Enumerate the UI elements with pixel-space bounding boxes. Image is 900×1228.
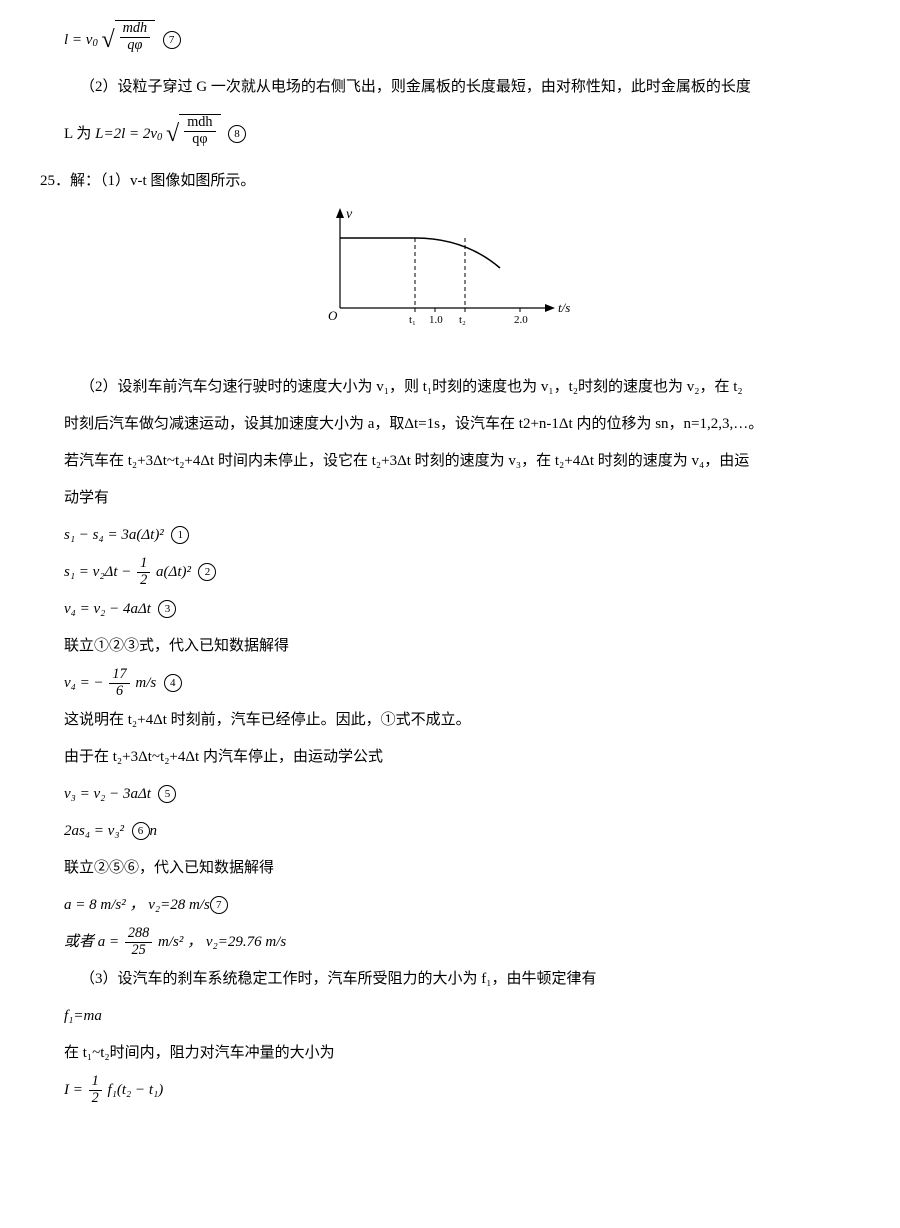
vt-chart: v t/s Ot₁ 1.0 t₂ 2.0	[40, 208, 860, 351]
eq5-text: v₃ = v₂ − 3aΔt	[64, 786, 151, 802]
paragraph-4: （3）设汽车的刹车系统稳定工作时，汽车所受阻力的大小为 f₁，由牛顿定律有	[40, 963, 860, 996]
paragraph-2a: （2）设粒子穿过 G 一次就从电场的右侧飞出，则金属板的长度最短，由对称性知，此…	[40, 71, 860, 104]
eq6-extra: n	[150, 823, 158, 839]
svg-text:t₁: t₁	[409, 314, 416, 326]
res2-mid: m/s² ， v₂=29.76 m/s	[158, 934, 286, 950]
circle-5: 5	[158, 785, 176, 803]
circle-7: 7	[163, 31, 181, 49]
eq2-prefix: s₁ = v₂Δt −	[64, 564, 131, 580]
equation-7: l = v0 √mdhqφ 7	[40, 14, 860, 67]
eq2-den: 2	[137, 573, 150, 589]
circle-6: 6	[132, 822, 150, 840]
circle-4: 4	[164, 674, 182, 692]
equation-1: s₁ − s₄ = 3a(Δt)² 1	[40, 519, 860, 552]
result-1: a = 8 m/s² ， v₂=28 m/s7	[40, 889, 860, 922]
equation-3: v₄ = v₂ − 4aΔt 3	[40, 593, 860, 626]
eq1-text: s₁ − s₄ = 3a(Δt)²	[64, 527, 164, 543]
eq2-num: 1	[137, 556, 150, 573]
res2-den: 25	[125, 943, 152, 959]
svg-text:t/s: t/s	[558, 300, 570, 315]
circle-7b: 7	[210, 896, 228, 914]
eq4-num: 17	[109, 667, 129, 684]
svg-text:O: O	[328, 308, 338, 323]
res1-text: a = 8 m/s² ， v₂=28 m/s	[64, 897, 210, 913]
explain-4: 这说明在 t₂+4Δt 时刻前，汽车已经停止。因此，①式不成立。	[40, 704, 860, 737]
eqI-prefix: I =	[64, 1082, 83, 1098]
eq4-suffix: m/s	[135, 675, 156, 691]
paragraph-3: 由于在 t₂+3Δt~t₂+4Δt 内汽车停止，由运动学公式	[40, 741, 860, 774]
combine-1: 联立①②③式，代入已知数据解得	[40, 630, 860, 663]
eq2-suffix: a(Δt)²	[156, 564, 191, 580]
equation-6: 2as₄ = v₃² 6n	[40, 815, 860, 848]
eqI-num: 1	[89, 1074, 102, 1091]
svg-text:2.0: 2.0	[514, 314, 528, 326]
svg-text:1.0: 1.0	[429, 314, 443, 326]
paragraph-2-line3: 若汽车在 t₂+3Δt~t₂+4Δt 时间内未停止，设它在 t₂+3Δt 时刻的…	[40, 445, 860, 478]
equation-2: s₁ = v₂Δt − 12 a(Δt)² 2	[40, 556, 860, 589]
equation-I: I = 12 f₁(t₂ − t₁)	[40, 1074, 860, 1107]
question-25-header: 25．解：（1）v-t 图像如图所示。	[40, 165, 860, 198]
equation-f: f₁=ma	[40, 1000, 860, 1033]
eq4-den: 6	[109, 684, 129, 700]
equation-8: L 为 L=2l = 2v0 √mdhqφ 8	[40, 108, 860, 161]
paragraph-2-line1: （2）设刹车前汽车匀速行驶时的速度大小为 v₁，则 t₁时刻的速度也为 v₁，t…	[40, 371, 860, 404]
equation-4: v₄ = − 176 m/s 4	[40, 667, 860, 700]
equation-5: v₃ = v₂ − 3aΔt 5	[40, 778, 860, 811]
l-prefix: L 为	[64, 126, 91, 142]
eq6-text: 2as₄ = v₃²	[64, 823, 124, 839]
vt-chart-svg: v t/s Ot₁ 1.0 t₂ 2.0	[320, 208, 580, 338]
circle-3: 3	[158, 600, 176, 618]
eqI-suffix: f₁(t₂ − t₁)	[108, 1082, 164, 1098]
svg-text:t₂: t₂	[459, 314, 466, 326]
paragraph-2-line2: 时刻后汽车做匀减速运动，设其加速度大小为 a，取Δt=1s，设汽车在 t2+n-…	[40, 408, 860, 441]
eqI-den: 2	[89, 1091, 102, 1107]
circle-8: 8	[228, 125, 246, 143]
paragraph-2-line4: 动学有	[40, 482, 860, 515]
eq4-prefix: v₄ = −	[64, 675, 104, 691]
combine-2: 联立②⑤⑥，代入已知数据解得	[40, 852, 860, 885]
circle-2: 2	[198, 563, 216, 581]
res2-num: 288	[125, 926, 152, 943]
circle-1: 1	[171, 526, 189, 544]
svg-text:v: v	[346, 207, 353, 222]
paragraph-5: 在 t₁~t₂时间内，阻力对汽车冲量的大小为	[40, 1037, 860, 1070]
result-2: 或者 a = 28825 m/s² ， v₂=29.76 m/s	[40, 926, 860, 959]
res2-prefix: 或者 a =	[64, 934, 119, 950]
eq3-text: v₄ = v₂ − 4aΔt	[64, 601, 151, 617]
